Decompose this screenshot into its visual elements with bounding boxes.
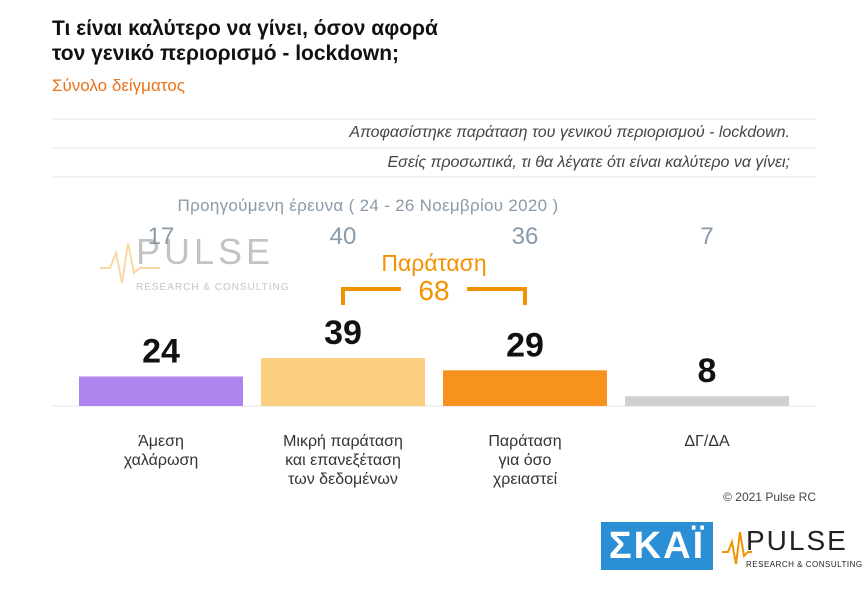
category-label: Άμεση: [138, 433, 184, 450]
category-label: των δεδομένων: [288, 471, 398, 488]
previous-value-label: 17: [148, 223, 175, 250]
category-label: ΔΓ/ΔΑ: [684, 433, 730, 450]
chart-subtitle: Σύνολο δείγματος: [52, 76, 185, 95]
pulse-watermark-logo: PULSE RESEARCH & CONSULTING: [100, 231, 290, 293]
pulse-watermark-tagline: RESEARCH & CONSULTING: [136, 282, 290, 293]
category-label: χρειαστεί: [493, 471, 558, 488]
previous-value-label: 36: [512, 223, 539, 250]
category-label: και επανεξέταση: [285, 452, 401, 469]
bracket-value: 68: [418, 275, 449, 306]
bracket-label: Παράταση: [381, 250, 486, 276]
copyright-text: © 2021 Pulse RC: [723, 490, 816, 504]
chart-title: Τι είναι καλύτερο να γίνει, όσον αφορά τ…: [52, 16, 438, 66]
pulse-logo-tagline: RESEARCH & CONSULTING: [746, 560, 863, 569]
category-label: για όσο: [499, 452, 552, 469]
question-line-2: Εσείς προσωπικά, τι θα λέγατε ότι είναι …: [387, 154, 791, 171]
title-line-1: Τι είναι καλύτερο να γίνει, όσον αφορά: [52, 17, 438, 40]
bracket-line: [341, 287, 527, 305]
skai-logo: ΣΚΑΪ: [601, 522, 713, 570]
title-line-2: τον γενικό περιορισμό - lockdown;: [52, 42, 400, 65]
bar: [625, 396, 789, 406]
bar-value-label: 8: [698, 352, 717, 390]
bar: [443, 370, 607, 406]
bar: [79, 376, 243, 406]
category-label: Μικρή παράταση: [283, 433, 403, 450]
bar-value-label: 39: [324, 314, 362, 352]
category-label: Παράταση: [488, 433, 561, 450]
previous-value-label: 7: [700, 223, 713, 250]
pulse-watermark-text: PULSE: [136, 231, 274, 272]
pulse-logo: PULSE RESEARCH & CONSULTING: [722, 525, 863, 569]
bar-value-label: 24: [142, 332, 180, 370]
question-line-1: Αποφασίστηκε παράταση του γενικού περιορ…: [349, 124, 790, 141]
previous-survey-label: Προηγούμενη έρευνα ( 24 - 26 Νοεμβρίου 2…: [177, 196, 559, 215]
pulse-logo-text: PULSE: [746, 525, 848, 556]
bar-value-label: 29: [506, 326, 544, 364]
category-label: χαλάρωση: [124, 452, 199, 469]
bar: [261, 358, 425, 406]
previous-value-label: 40: [330, 223, 357, 250]
